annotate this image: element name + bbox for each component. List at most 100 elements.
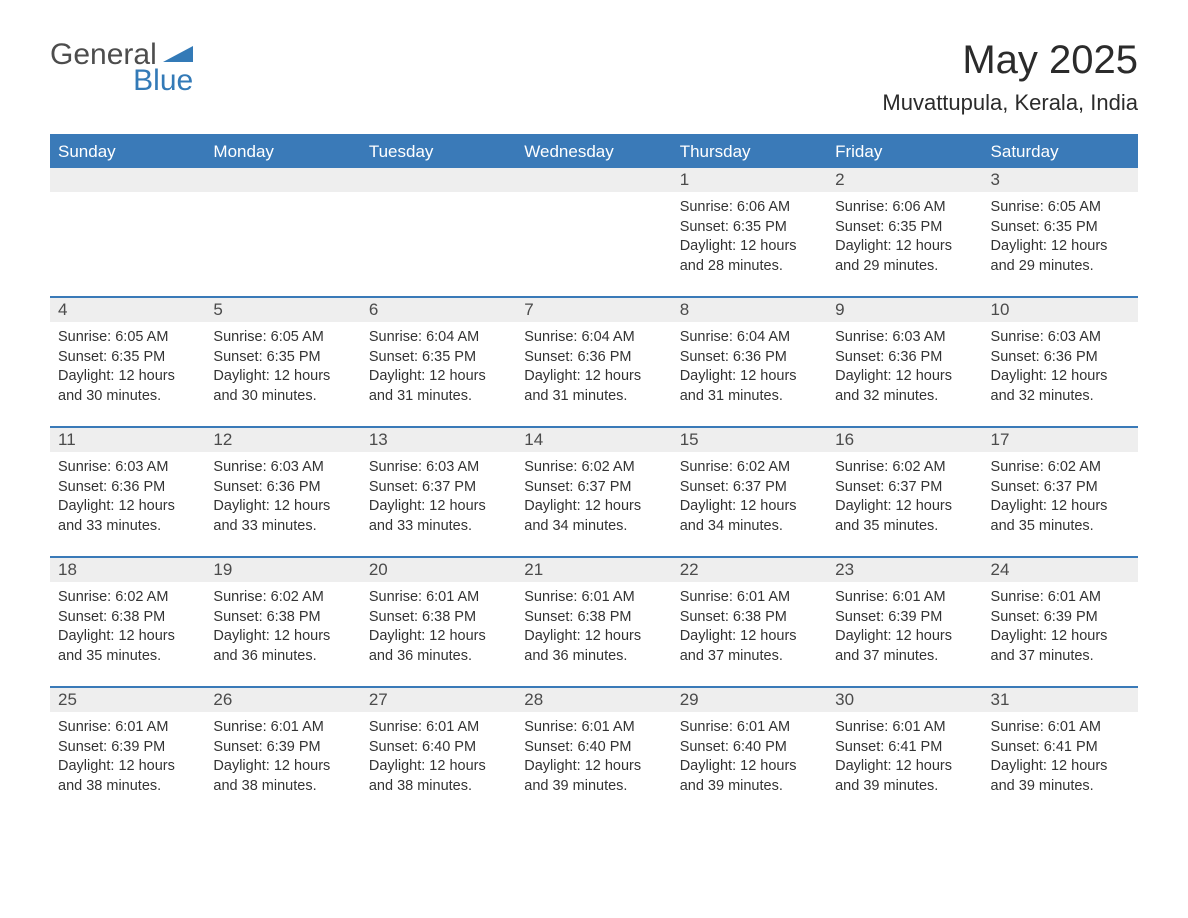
calendar-cell: 13Sunrise: 6:03 AMSunset: 6:37 PMDayligh… [361, 428, 516, 556]
sunrise-line: Sunrise: 6:06 AM [835, 198, 974, 218]
sunset-line: Sunset: 6:40 PM [524, 738, 663, 758]
calendar-cell: 23Sunrise: 6:01 AMSunset: 6:39 PMDayligh… [827, 558, 982, 686]
sunrise-line: Sunrise: 6:02 AM [991, 458, 1130, 478]
location-subtitle: Muvattupula, Kerala, India [882, 90, 1138, 116]
day-details: Sunrise: 6:01 AMSunset: 6:40 PMDaylight:… [516, 712, 671, 796]
weekday-header: Thursday [672, 136, 827, 168]
daylight-line: Daylight: 12 hours and 38 minutes. [58, 757, 197, 796]
sunrise-line: Sunrise: 6:01 AM [991, 588, 1130, 608]
daylight-line: Daylight: 12 hours and 28 minutes. [680, 237, 819, 276]
day-number: 18 [50, 558, 205, 582]
daylight-line: Daylight: 12 hours and 31 minutes. [680, 367, 819, 406]
sunrise-line: Sunrise: 6:01 AM [369, 588, 508, 608]
daylight-line: Daylight: 12 hours and 38 minutes. [213, 757, 352, 796]
sunset-line: Sunset: 6:35 PM [991, 218, 1130, 238]
calendar-cell: 15Sunrise: 6:02 AMSunset: 6:37 PMDayligh… [672, 428, 827, 556]
day-number: 19 [205, 558, 360, 582]
day-number: 30 [827, 688, 982, 712]
day-details: Sunrise: 6:02 AMSunset: 6:38 PMDaylight:… [50, 582, 205, 666]
calendar-cell: 8Sunrise: 6:04 AMSunset: 6:36 PMDaylight… [672, 298, 827, 426]
sunrise-line: Sunrise: 6:05 AM [58, 328, 197, 348]
calendar-cell: 10Sunrise: 6:03 AMSunset: 6:36 PMDayligh… [983, 298, 1138, 426]
day-details: Sunrise: 6:04 AMSunset: 6:36 PMDaylight:… [516, 322, 671, 406]
daylight-line: Daylight: 12 hours and 29 minutes. [991, 237, 1130, 276]
day-details: Sunrise: 6:02 AMSunset: 6:37 PMDaylight:… [983, 452, 1138, 536]
sunrise-line: Sunrise: 6:01 AM [835, 588, 974, 608]
calendar-cell: 30Sunrise: 6:01 AMSunset: 6:41 PMDayligh… [827, 688, 982, 816]
day-details: Sunrise: 6:06 AMSunset: 6:35 PMDaylight:… [827, 192, 982, 276]
day-number [361, 168, 516, 192]
calendar-cell: 17Sunrise: 6:02 AMSunset: 6:37 PMDayligh… [983, 428, 1138, 556]
calendar-cell [361, 168, 516, 296]
day-number: 3 [983, 168, 1138, 192]
sunset-line: Sunset: 6:36 PM [524, 348, 663, 368]
day-number: 13 [361, 428, 516, 452]
daylight-line: Daylight: 12 hours and 32 minutes. [991, 367, 1130, 406]
day-number: 2 [827, 168, 982, 192]
calendar-cell: 24Sunrise: 6:01 AMSunset: 6:39 PMDayligh… [983, 558, 1138, 686]
day-details: Sunrise: 6:01 AMSunset: 6:40 PMDaylight:… [361, 712, 516, 796]
day-details: Sunrise: 6:01 AMSunset: 6:41 PMDaylight:… [827, 712, 982, 796]
calendar-week: 4Sunrise: 6:05 AMSunset: 6:35 PMDaylight… [50, 296, 1138, 426]
daylight-line: Daylight: 12 hours and 33 minutes. [213, 497, 352, 536]
day-details: Sunrise: 6:05 AMSunset: 6:35 PMDaylight:… [205, 322, 360, 406]
day-details: Sunrise: 6:02 AMSunset: 6:37 PMDaylight:… [672, 452, 827, 536]
day-number: 24 [983, 558, 1138, 582]
sunrise-line: Sunrise: 6:03 AM [58, 458, 197, 478]
sunrise-line: Sunrise: 6:06 AM [680, 198, 819, 218]
day-details: Sunrise: 6:03 AMSunset: 6:36 PMDaylight:… [827, 322, 982, 406]
day-number: 31 [983, 688, 1138, 712]
title-block: May 2025 Muvattupula, Kerala, India [882, 40, 1138, 116]
sunrise-line: Sunrise: 6:02 AM [524, 458, 663, 478]
day-number [516, 168, 671, 192]
day-details: Sunrise: 6:03 AMSunset: 6:36 PMDaylight:… [205, 452, 360, 536]
calendar-cell: 7Sunrise: 6:04 AMSunset: 6:36 PMDaylight… [516, 298, 671, 426]
weeks-container: 1Sunrise: 6:06 AMSunset: 6:35 PMDaylight… [50, 168, 1138, 816]
day-number: 15 [672, 428, 827, 452]
day-number: 10 [983, 298, 1138, 322]
day-details: Sunrise: 6:03 AMSunset: 6:36 PMDaylight:… [983, 322, 1138, 406]
day-details: Sunrise: 6:01 AMSunset: 6:38 PMDaylight:… [361, 582, 516, 666]
sunset-line: Sunset: 6:40 PM [369, 738, 508, 758]
day-details: Sunrise: 6:01 AMSunset: 6:39 PMDaylight:… [827, 582, 982, 666]
calendar-cell [516, 168, 671, 296]
daylight-line: Daylight: 12 hours and 36 minutes. [524, 627, 663, 666]
sunrise-line: Sunrise: 6:03 AM [213, 458, 352, 478]
daylight-line: Daylight: 12 hours and 31 minutes. [369, 367, 508, 406]
calendar-cell: 28Sunrise: 6:01 AMSunset: 6:40 PMDayligh… [516, 688, 671, 816]
calendar-cell: 29Sunrise: 6:01 AMSunset: 6:40 PMDayligh… [672, 688, 827, 816]
daylight-line: Daylight: 12 hours and 35 minutes. [58, 627, 197, 666]
day-number: 23 [827, 558, 982, 582]
calendar-cell: 18Sunrise: 6:02 AMSunset: 6:38 PMDayligh… [50, 558, 205, 686]
day-number [205, 168, 360, 192]
sunset-line: Sunset: 6:38 PM [369, 608, 508, 628]
sunrise-line: Sunrise: 6:01 AM [524, 718, 663, 738]
calendar-cell: 4Sunrise: 6:05 AMSunset: 6:35 PMDaylight… [50, 298, 205, 426]
day-number: 5 [205, 298, 360, 322]
month-title: May 2025 [882, 40, 1138, 80]
calendar-week: 18Sunrise: 6:02 AMSunset: 6:38 PMDayligh… [50, 556, 1138, 686]
calendar-cell: 19Sunrise: 6:02 AMSunset: 6:38 PMDayligh… [205, 558, 360, 686]
sunrise-line: Sunrise: 6:01 AM [991, 718, 1130, 738]
sunset-line: Sunset: 6:40 PM [680, 738, 819, 758]
day-details: Sunrise: 6:01 AMSunset: 6:41 PMDaylight:… [983, 712, 1138, 796]
brand-logo: General Blue [50, 40, 193, 96]
sunset-line: Sunset: 6:35 PM [369, 348, 508, 368]
calendar-cell: 26Sunrise: 6:01 AMSunset: 6:39 PMDayligh… [205, 688, 360, 816]
weekday-header: Friday [827, 136, 982, 168]
day-number: 8 [672, 298, 827, 322]
weekday-header: Tuesday [361, 136, 516, 168]
day-number: 1 [672, 168, 827, 192]
daylight-line: Daylight: 12 hours and 31 minutes. [524, 367, 663, 406]
daylight-line: Daylight: 12 hours and 36 minutes. [213, 627, 352, 666]
day-number: 21 [516, 558, 671, 582]
daylight-line: Daylight: 12 hours and 34 minutes. [680, 497, 819, 536]
sunrise-line: Sunrise: 6:01 AM [680, 588, 819, 608]
daylight-line: Daylight: 12 hours and 39 minutes. [991, 757, 1130, 796]
weekday-header: Monday [205, 136, 360, 168]
sunset-line: Sunset: 6:36 PM [58, 478, 197, 498]
daylight-line: Daylight: 12 hours and 32 minutes. [835, 367, 974, 406]
sunset-line: Sunset: 6:39 PM [835, 608, 974, 628]
day-number: 29 [672, 688, 827, 712]
calendar-cell: 16Sunrise: 6:02 AMSunset: 6:37 PMDayligh… [827, 428, 982, 556]
